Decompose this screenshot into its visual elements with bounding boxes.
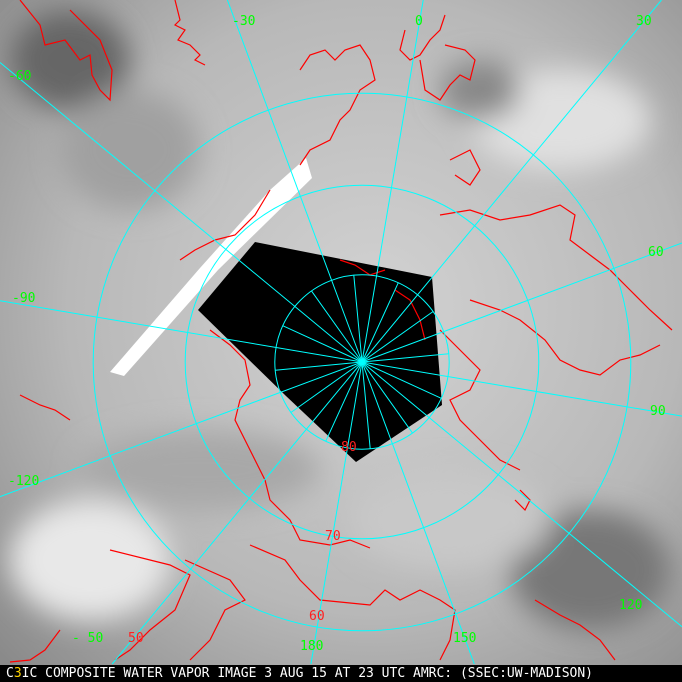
caption-text: IC COMPOSITE WATER VAPOR IMAGE 3 AUG 15 … bbox=[21, 666, 594, 681]
meridian-line bbox=[275, 361, 363, 371]
meridian-line bbox=[361, 361, 371, 449]
image-caption: C3IC COMPOSITE WATER VAPOR IMAGE 3 AUG 1… bbox=[0, 665, 682, 682]
caption-prefix: C bbox=[6, 666, 14, 681]
latitude-circle bbox=[184, 184, 540, 540]
no-data-strip bbox=[110, 158, 312, 376]
lon-label: 150 bbox=[453, 631, 476, 646]
meridian-line bbox=[361, 361, 442, 399]
meridian-line bbox=[111, 361, 363, 665]
lon-label: -120 bbox=[8, 474, 39, 489]
map-labels: -30 0 30 -60 60 -90 90 -120 120 150 180 … bbox=[8, 14, 666, 654]
meridian-line bbox=[310, 361, 363, 665]
meridian-line bbox=[311, 290, 363, 363]
lon-label: -60 bbox=[8, 69, 31, 84]
meridian-line bbox=[290, 361, 363, 413]
meridian-line bbox=[361, 242, 682, 363]
lat-label: 80 bbox=[341, 440, 357, 455]
meridian-line bbox=[353, 275, 363, 363]
meridian-line bbox=[282, 325, 363, 363]
latitude-circle bbox=[274, 274, 450, 450]
lon-label: 60 bbox=[648, 245, 664, 260]
graticule bbox=[0, 0, 682, 665]
meridian-line bbox=[325, 361, 363, 442]
caption-marker: 3 bbox=[13, 666, 22, 681]
meridian-line bbox=[0, 361, 363, 498]
lat-label: 50 bbox=[128, 631, 144, 646]
no-data-polygon bbox=[198, 242, 442, 462]
lat-label: 60 bbox=[309, 609, 325, 624]
lon-label: 30 bbox=[636, 14, 652, 29]
coastlines bbox=[9, 0, 673, 663]
lon-label: -90 bbox=[12, 291, 35, 306]
lon-label: - 50 bbox=[72, 631, 103, 646]
meridian-line bbox=[361, 353, 449, 363]
latitude-circle bbox=[92, 92, 632, 632]
lon-label: 90 bbox=[650, 404, 666, 419]
meridian-line bbox=[361, 282, 399, 363]
meridian-line bbox=[226, 0, 363, 363]
meridian-line bbox=[0, 62, 363, 363]
meridian-line bbox=[0, 300, 363, 363]
meridian-line bbox=[361, 311, 434, 363]
meridian-line bbox=[361, 0, 424, 363]
lat-label: 70 bbox=[325, 529, 341, 544]
meridian-line bbox=[361, 0, 662, 363]
lon-label: -30 bbox=[232, 14, 255, 29]
lon-label: 180 bbox=[300, 639, 323, 654]
meridian-line bbox=[361, 361, 682, 417]
lon-label: 120 bbox=[619, 598, 642, 613]
meridian-line bbox=[361, 361, 475, 665]
lon-label: 0 bbox=[415, 14, 423, 29]
meridian-line bbox=[361, 361, 682, 628]
meridian-line bbox=[361, 361, 413, 434]
